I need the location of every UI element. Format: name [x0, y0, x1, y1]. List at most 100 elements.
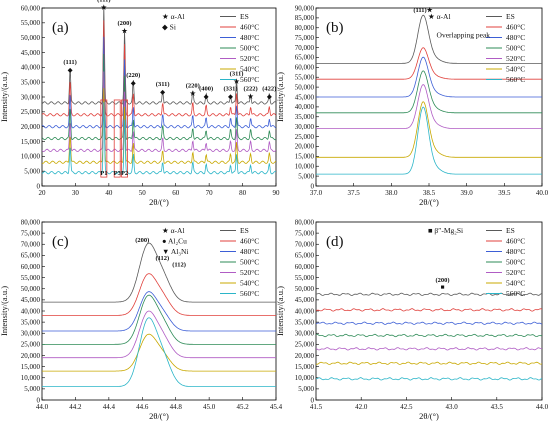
- x-tick-label: 50: [139, 189, 147, 197]
- legend-label: 460°C: [240, 237, 259, 246]
- legend-label: ES: [506, 12, 515, 21]
- legend-label: 460°C: [506, 23, 525, 32]
- y-tick-label: 40,000: [21, 307, 41, 315]
- series-line-520C: [42, 71, 276, 153]
- legend-label: 560°C: [506, 289, 525, 298]
- series-line-520C: [316, 347, 542, 351]
- legend-label: 560°C: [240, 75, 259, 84]
- legend-label: 520°C: [506, 268, 525, 277]
- y-tick-label: 20,000: [21, 123, 41, 131]
- y-tick-label: 70,000: [295, 44, 315, 52]
- region-label: P2: [121, 170, 128, 177]
- series-line-520C: [42, 310, 276, 359]
- series-line-ES: [316, 14, 542, 64]
- y-tick-label: 70,000: [295, 241, 315, 249]
- y-tick-label: 30,000: [295, 123, 315, 131]
- x-tick-label: 41.5: [310, 403, 323, 411]
- series-line-480C: [316, 56, 542, 98]
- peak-symbol: ◆: [160, 89, 165, 96]
- x-tick-label: 70: [206, 189, 214, 197]
- series-lines: [42, 242, 276, 388]
- series-line-480C: [42, 291, 276, 332]
- x-tick-label: 42.0: [355, 403, 368, 411]
- y-tick-label: 30,000: [21, 330, 41, 338]
- series-line-500C: [42, 294, 276, 345]
- panel-letter: (b): [326, 20, 344, 36]
- y-tick-label: 55,000: [21, 274, 41, 282]
- y-tick-label: 25,000: [21, 341, 41, 349]
- y-tick-label: 50,000: [295, 285, 315, 293]
- panel-letter: (d): [326, 234, 344, 250]
- y-tick-label: 60,000: [21, 4, 41, 12]
- series-line-500C: [316, 70, 542, 114]
- series-lines: [42, 8, 276, 175]
- y-tick-label: 15,000: [295, 363, 315, 371]
- x-tick-label: 80: [239, 189, 247, 197]
- y-tick-label: 10,000: [21, 374, 41, 382]
- x-tick-label: 37.0: [310, 189, 323, 197]
- peak-annotation: (111)★: [413, 6, 433, 14]
- series-line-ES: [42, 242, 276, 303]
- y-tick-label: 10,000: [21, 153, 41, 161]
- panel-letter: (c): [52, 234, 69, 250]
- x-tick-label: 60: [172, 189, 180, 197]
- y-tick-label: 80,000: [295, 218, 315, 226]
- region-box: [121, 99, 128, 178]
- peak-annotation: (112): [172, 262, 186, 269]
- y-tick-label: 45,000: [295, 296, 315, 304]
- phase-legend-item: ● Al₂Cu: [162, 237, 187, 246]
- y-tick-label: 20,000: [295, 352, 315, 360]
- y-tick-label: 25,000: [295, 341, 315, 349]
- x-tick-label: 20: [39, 189, 47, 197]
- peak-label: (311): [230, 71, 244, 78]
- phase-legend-item: ★ α-Al: [162, 226, 185, 235]
- series-line-560C: [42, 317, 276, 388]
- series-line-500C: [42, 53, 276, 141]
- series-line-500C: [316, 333, 542, 338]
- legend-label: 500°C: [240, 258, 259, 267]
- peak-annotation: (112): [155, 255, 169, 262]
- x-tick-label: 45.4: [270, 403, 283, 411]
- legend-label: 520°C: [240, 54, 259, 63]
- x-axis-label: 2θ/(°): [149, 411, 169, 421]
- y-axis-label: Intensity/(a.u.): [275, 72, 285, 122]
- series-line-540C: [316, 101, 542, 158]
- legend-label: 480°C: [240, 247, 259, 256]
- peak-label: (220): [126, 72, 140, 79]
- legend-label: ES: [240, 226, 249, 235]
- legend-label: 500°C: [506, 258, 525, 267]
- region-label: P3: [114, 170, 122, 177]
- x-axis-label: 2θ/(°): [419, 197, 439, 207]
- x-tick-label: 44.2: [69, 403, 82, 411]
- legend-label: 540°C: [240, 65, 259, 74]
- x-tick-label: 42.5: [400, 403, 413, 411]
- x-tick-label: 45.0: [203, 403, 216, 411]
- panel-0: 0 5,000 10,000 15,000 20,000 25,000 30,000 35,0…: [0, 0, 280, 207]
- peak-label: (220): [186, 82, 200, 89]
- y-tick-label: 20,000: [295, 143, 315, 151]
- y-tick-label: 40,000: [295, 103, 315, 111]
- legend-label: 460°C: [506, 237, 525, 246]
- y-axis-label: Intensity/(a.u.): [0, 72, 9, 122]
- y-tick-label: 5,000: [24, 167, 40, 175]
- y-tick-label: 50,000: [21, 34, 41, 42]
- peak-label: (422): [262, 85, 276, 92]
- legend-label: 500°C: [506, 44, 525, 53]
- legend-label: 520°C: [506, 54, 525, 63]
- y-tick-label: 75,000: [295, 229, 315, 237]
- peak-label: (400): [199, 85, 213, 92]
- phase-legend-item: ★ α-Al: [428, 12, 451, 21]
- peak-annotation: (200): [135, 237, 149, 244]
- series-line-540C: [316, 361, 542, 365]
- y-tick-label: 65,000: [295, 54, 315, 62]
- peak-label: (111): [63, 59, 76, 66]
- y-tick-label: 50,000: [295, 83, 315, 91]
- legend-label: 480°C: [240, 33, 259, 42]
- series-line-460C: [316, 308, 542, 312]
- y-tick-label: 65,000: [295, 252, 315, 260]
- series-line-560C: [316, 106, 542, 175]
- series-line-540C: [42, 333, 276, 372]
- y-tick-label: 60,000: [295, 64, 315, 72]
